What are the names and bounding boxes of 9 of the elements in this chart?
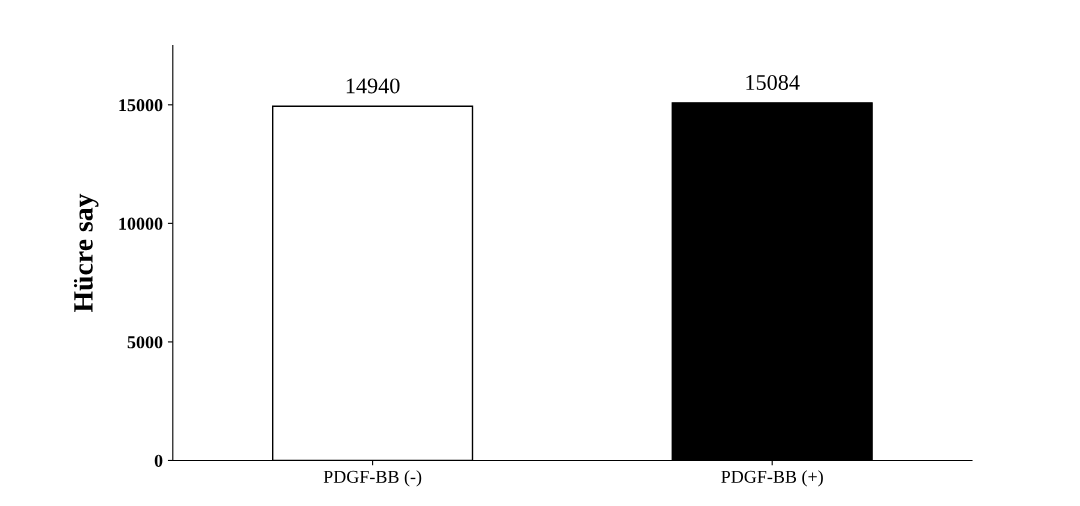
x-tick-label: PDGF-BB (+)	[721, 470, 823, 487]
y-tick-label: 5000	[127, 336, 163, 349]
y-tick-label: 10000	[119, 217, 163, 230]
y-axis-title: Hücre say	[73, 193, 99, 313]
x-tick-label: PDGF-BB (-)	[323, 470, 422, 487]
data-label: 15084	[746, 74, 800, 90]
y-tick-label: 0	[154, 454, 163, 467]
y-tick-label: 15000	[119, 99, 163, 112]
data-label: 14940	[346, 78, 400, 94]
